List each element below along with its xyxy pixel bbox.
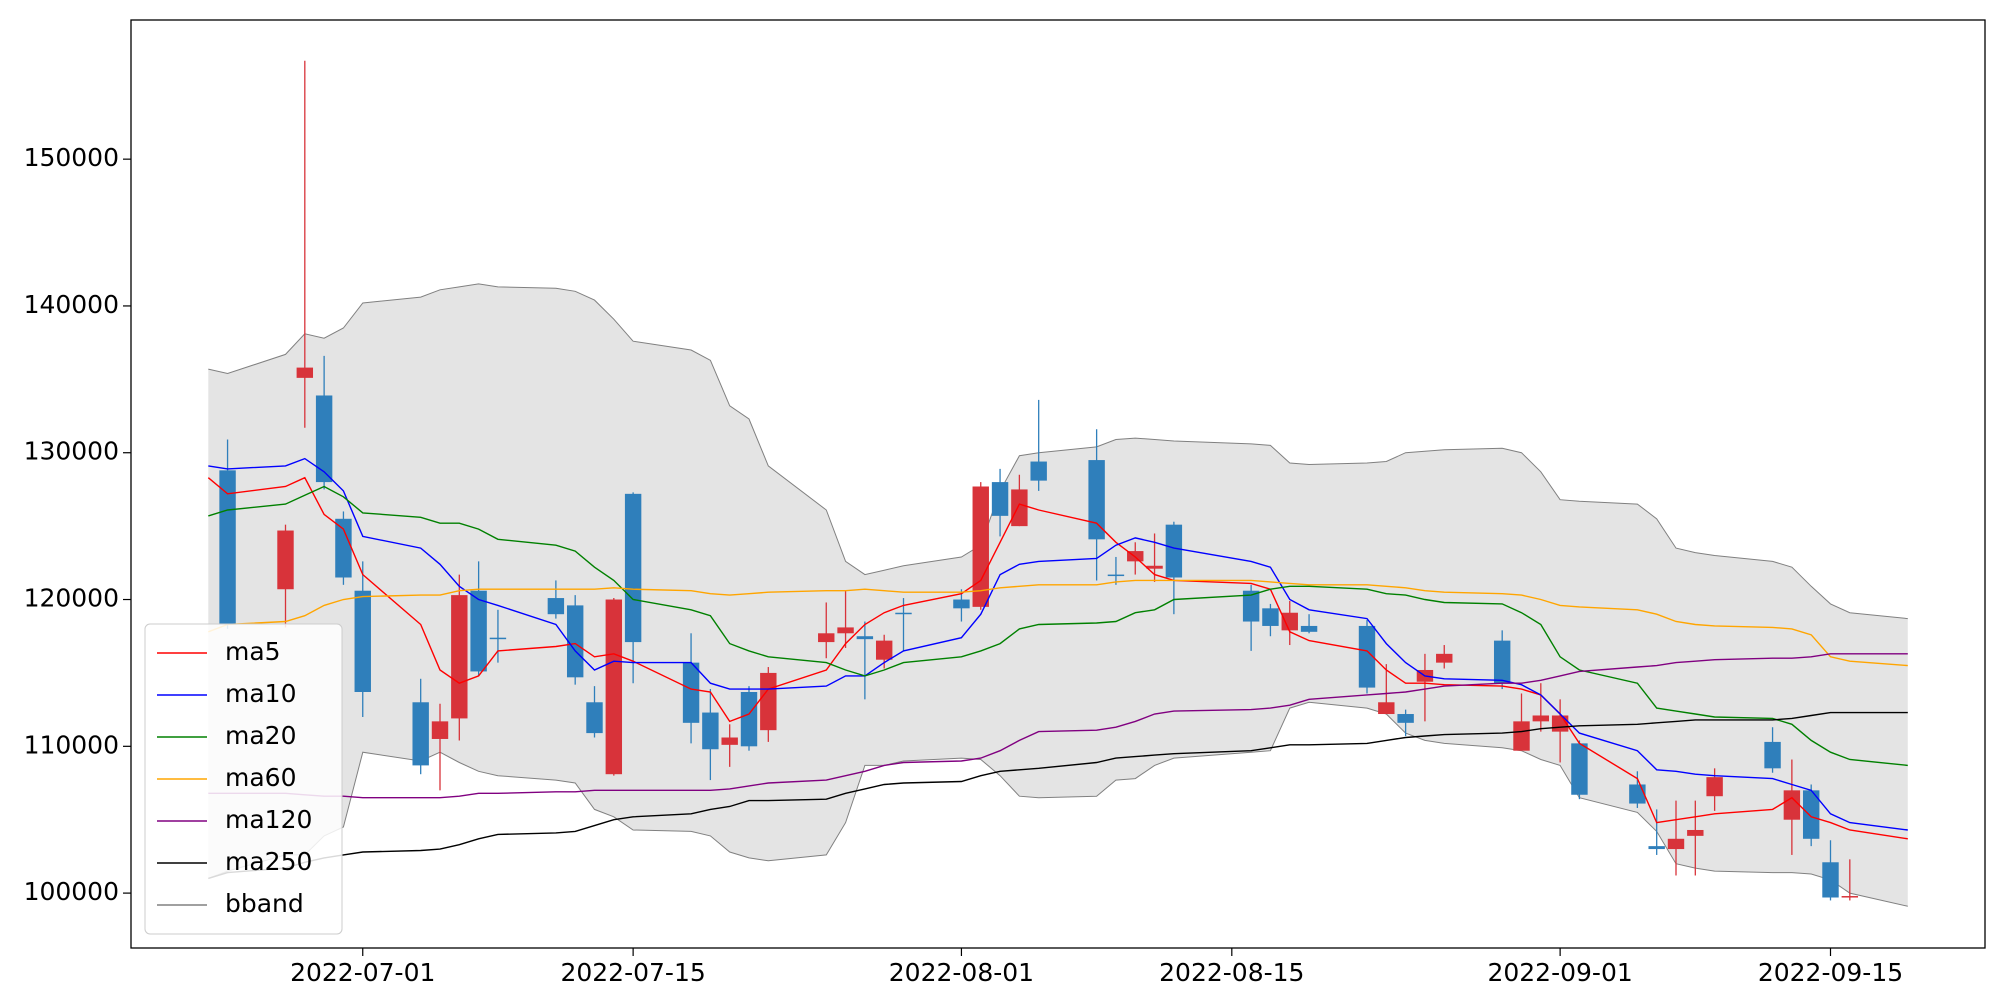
band-area: [208, 283, 1908, 907]
legend-label: ma5: [225, 637, 281, 666]
candle-body: [1667, 838, 1685, 850]
candle-body: [953, 599, 970, 609]
y-tick-label: 140000: [24, 290, 119, 319]
ma-line: [207, 476, 1908, 840]
band-lower: [208, 701, 1908, 907]
candle-body: [1493, 640, 1511, 684]
candle-body: [682, 662, 700, 723]
legend-label: ma120: [225, 805, 312, 834]
x-tick-label: 2022-09-01: [1487, 958, 1632, 987]
candle-body: [1088, 460, 1105, 540]
x-tick-label: 2022-08-15: [1159, 958, 1304, 987]
candle-body: [296, 367, 314, 378]
ma-line: [208, 457, 1908, 831]
x-tick-label: 2022-09-15: [1758, 958, 1903, 987]
legend: ma5 ma10 ma20 ma60 ma120 ma250 bband: [144, 623, 343, 935]
candle-body: [1242, 590, 1260, 622]
legend-label: ma250: [225, 847, 312, 876]
candle-body: [315, 395, 333, 483]
candle-body: [760, 672, 777, 731]
legend-label: ma60: [225, 763, 296, 792]
candle-body: [489, 637, 507, 640]
candle-body: [335, 518, 352, 578]
candle-body: [277, 530, 294, 590]
y-tick-label: 130000: [24, 437, 119, 466]
candle-body: [1513, 721, 1530, 751]
candle-body: [566, 605, 584, 678]
candle-body: [1378, 702, 1395, 715]
candle-body: [1571, 743, 1588, 795]
y-tick-label: 150000: [24, 143, 119, 172]
ma-line: [208, 579, 1908, 667]
y-tick-label: 120000: [24, 584, 119, 613]
candle-body: [1822, 862, 1839, 898]
candle-body: [1706, 777, 1723, 797]
candle-body: [721, 737, 738, 745]
ma-line: [208, 653, 1908, 799]
candle-body: [605, 599, 623, 775]
candle-body: [412, 702, 429, 766]
plot-frame: [130, 19, 1986, 949]
candle-body: [1532, 715, 1550, 722]
x-tick-label: 2022-07-15: [560, 958, 705, 987]
candle-body: [1802, 790, 1820, 839]
candle-body: [1011, 489, 1028, 527]
candle-body: [1281, 612, 1298, 631]
candle-body: [586, 702, 603, 734]
candle-body: [624, 493, 642, 643]
y-tick-label: 110000: [24, 730, 119, 759]
candle-body: [740, 692, 758, 747]
candle-body: [431, 721, 449, 739]
candle-body: [219, 470, 236, 625]
legend-box: [144, 623, 343, 935]
x-tick-label: 2022-07-01: [290, 958, 435, 987]
ma-line: [208, 711, 1908, 880]
candle-body: [1687, 829, 1704, 836]
candle-body: [470, 590, 487, 672]
candle-body: [1648, 846, 1665, 850]
candle-body: [856, 636, 874, 640]
candle-body: [547, 598, 565, 615]
candle-body: [1262, 608, 1279, 626]
legend-label: ma10: [225, 679, 296, 708]
candle-body: [1841, 896, 1859, 898]
candle-body: [1436, 653, 1453, 663]
candle-body: [1300, 625, 1318, 632]
legend-label: ma20: [225, 721, 296, 750]
candle-body: [1783, 790, 1801, 820]
candle-body: [1358, 625, 1376, 688]
ma-line: [208, 485, 1908, 767]
candle-body: [875, 640, 893, 660]
legend-label: bband: [225, 889, 304, 918]
candle-body: [991, 482, 1009, 516]
candle-body: [837, 627, 854, 634]
candle-body: [451, 595, 468, 719]
x-tick-label: 2022-08-01: [889, 958, 1034, 987]
candle-body: [1030, 461, 1047, 481]
candle-body: [354, 590, 371, 692]
candle-body: [1107, 574, 1125, 577]
candle-body: [1146, 565, 1163, 569]
candle-body: [1397, 714, 1414, 723]
candle-body: [972, 486, 989, 607]
candle-body: [702, 712, 719, 750]
candle-body: [1629, 784, 1646, 804]
candle-body: [1764, 741, 1781, 769]
candle-body: [1165, 524, 1183, 578]
candle-body: [895, 612, 912, 615]
candle-body: [818, 633, 835, 643]
y-tick-label: 100000: [24, 877, 119, 906]
band-upper: [208, 283, 1908, 620]
